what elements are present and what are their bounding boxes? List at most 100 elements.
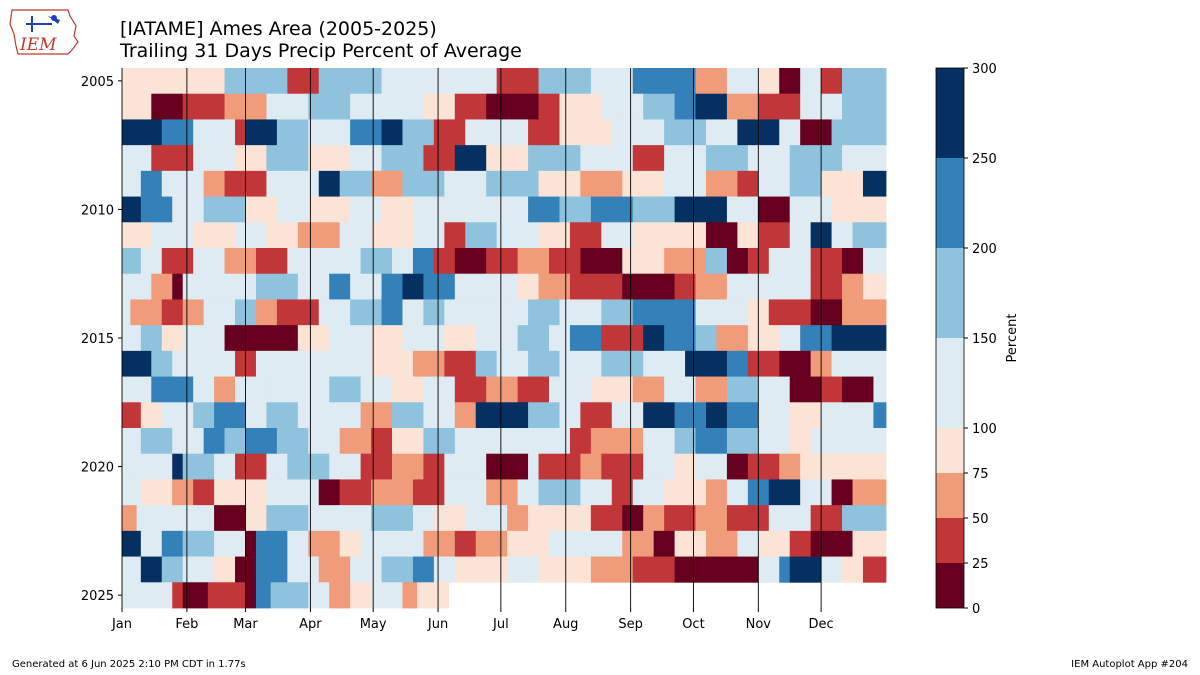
x-tick-label: Jul xyxy=(492,617,509,632)
heatmap-cell xyxy=(193,145,236,172)
heatmap-cell xyxy=(758,196,791,223)
heatmap-cell xyxy=(779,119,801,146)
app-note: IEM Autoplot App #204 xyxy=(1071,659,1188,670)
heatmap-cell xyxy=(255,582,272,609)
heatmap-cell xyxy=(193,119,236,146)
heatmap-cell xyxy=(486,299,529,326)
heatmap-cell xyxy=(423,402,456,429)
heatmap-cell xyxy=(371,479,414,506)
heatmap-cell xyxy=(245,402,267,429)
heatmap-cell xyxy=(235,453,267,480)
heatmap-cell xyxy=(161,402,194,429)
heatmap-cell xyxy=(371,505,414,532)
heatmap-cell xyxy=(203,299,236,326)
heatmap-cell xyxy=(297,325,330,352)
heatmap-cell xyxy=(255,530,288,557)
colorbar-tick-label: 100 xyxy=(972,422,997,437)
heatmap-cell xyxy=(716,325,749,352)
x-tick-label: Apr xyxy=(299,617,322,632)
generated-note: Generated at 6 Jun 2025 2:10 PM CDT in 1… xyxy=(12,659,246,670)
heatmap-cell xyxy=(140,479,173,506)
heatmap-cell xyxy=(182,273,225,300)
heatmap-cell xyxy=(580,170,623,197)
logo-text: IEM xyxy=(19,35,57,55)
heatmap-cell xyxy=(122,582,173,609)
heatmap-cell xyxy=(747,350,780,377)
heatmap-cell xyxy=(122,350,152,377)
heatmap-cell xyxy=(122,556,142,583)
heatmap-cell xyxy=(297,376,330,403)
heatmap-cell xyxy=(297,402,341,429)
heatmap-cell xyxy=(538,556,571,583)
heatmap-cell xyxy=(831,222,853,249)
heatmap-cell xyxy=(402,273,424,300)
heatmap-cell xyxy=(224,428,246,455)
heatmap-cell xyxy=(789,145,843,172)
heatmap-cell xyxy=(549,530,592,557)
heatmap-cell xyxy=(122,530,142,557)
heatmap-cell xyxy=(779,68,801,95)
heatmap-cell xyxy=(842,93,887,120)
colorbar-tick-label: 150 xyxy=(972,332,997,347)
colorbar-tick-label: 50 xyxy=(972,512,989,527)
heatmap-cell xyxy=(444,453,487,480)
heatmap-cell xyxy=(842,376,874,403)
heatmap-cell xyxy=(392,248,414,275)
heatmap-cell xyxy=(726,402,759,429)
heatmap-cell xyxy=(140,325,163,352)
heatmap-cell xyxy=(643,453,675,480)
heatmap-cell xyxy=(726,453,749,480)
heatmap-cell xyxy=(381,196,414,223)
heatmap-cell xyxy=(266,376,299,403)
heatmap-cell xyxy=(122,248,142,275)
heatmap-cell xyxy=(193,402,215,429)
colorbar-tick-label: 75 xyxy=(972,467,989,482)
heatmap-cell xyxy=(203,350,236,377)
heatmap-cell xyxy=(517,325,550,352)
heatmap-cell xyxy=(270,582,309,609)
heatmap-cell xyxy=(329,350,372,377)
heatmap-cell xyxy=(245,505,267,532)
heatmap-cell xyxy=(392,453,424,480)
heatmap-cell xyxy=(161,119,194,146)
heatmap-cell xyxy=(674,453,696,480)
heatmap-cell xyxy=(381,145,424,172)
heatmap-cell xyxy=(392,428,424,455)
heatmap-cell xyxy=(266,505,309,532)
heatmap-cell xyxy=(664,299,696,326)
heatmap-cell xyxy=(235,222,267,249)
heatmap-cell xyxy=(350,273,382,300)
heatmap-cell xyxy=(475,402,529,429)
heatmap-cell xyxy=(444,350,477,377)
heatmap-cell xyxy=(266,222,299,249)
heatmap-cell xyxy=(810,299,843,326)
heatmap-cell xyxy=(611,119,665,146)
heatmap-cell xyxy=(412,248,435,275)
heatmap-cell xyxy=(632,222,675,249)
heatmap-cell xyxy=(360,453,393,480)
heatmap-cell xyxy=(632,376,665,403)
heatmap-cell xyxy=(517,273,539,300)
heatmap-cell xyxy=(737,530,759,557)
colorbar-tick-label: 250 xyxy=(972,152,997,167)
heatmap-cell xyxy=(360,530,393,557)
title-line-2: Trailing 31 Days Precip Percent of Avera… xyxy=(120,40,522,62)
heatmap-cell xyxy=(695,428,728,455)
heatmap-cell xyxy=(653,530,675,557)
heatmap-cell xyxy=(318,170,341,197)
heatmap-cell xyxy=(454,402,477,429)
heatmap-cell xyxy=(486,248,519,275)
heatmap-cell xyxy=(433,119,466,146)
heatmap-cell xyxy=(486,479,519,506)
heatmap-cell xyxy=(350,556,382,583)
heatmap-cell xyxy=(674,196,728,223)
heatmap-cell xyxy=(329,582,351,609)
heatmap-cell xyxy=(350,299,382,326)
heatmap-cell xyxy=(402,582,418,609)
heatmap-cell xyxy=(182,505,215,532)
heatmap-cell xyxy=(538,93,560,120)
heatmap-cell xyxy=(486,145,529,172)
heatmap-cell xyxy=(789,530,812,557)
heatmap-cell xyxy=(454,530,477,557)
